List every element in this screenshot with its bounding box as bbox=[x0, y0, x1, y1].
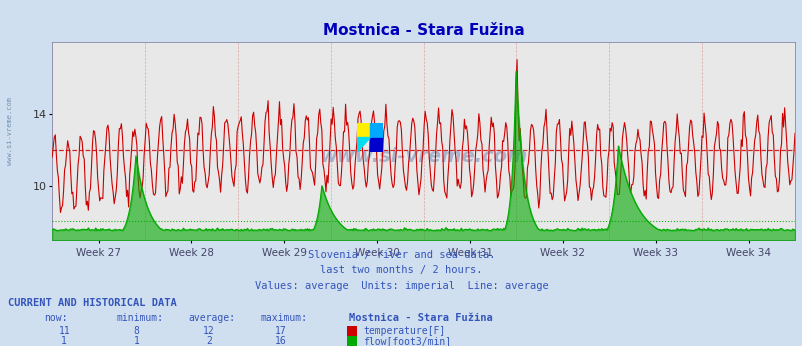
Text: temperature[F]: temperature[F] bbox=[363, 326, 444, 336]
Text: Slovenia / river and sea data.: Slovenia / river and sea data. bbox=[307, 250, 495, 260]
Text: 8: 8 bbox=[133, 326, 140, 336]
Text: 16: 16 bbox=[275, 336, 286, 346]
Text: minimum:: minimum: bbox=[116, 313, 164, 323]
Text: 11: 11 bbox=[59, 326, 70, 336]
Text: Values: average  Units: imperial  Line: average: Values: average Units: imperial Line: av… bbox=[254, 281, 548, 291]
Title: Mostnica - Stara Fužina: Mostnica - Stara Fužina bbox=[322, 22, 524, 38]
Text: 12: 12 bbox=[203, 326, 214, 336]
Text: www.si-vreme.com: www.si-vreme.com bbox=[6, 98, 13, 165]
Bar bbox=[357, 123, 370, 137]
Text: 17: 17 bbox=[275, 326, 286, 336]
Text: average:: average: bbox=[188, 313, 236, 323]
Text: 1: 1 bbox=[133, 336, 140, 346]
Text: www.si-vreme.com: www.si-vreme.com bbox=[319, 147, 527, 166]
Text: flow[foot3/min]: flow[foot3/min] bbox=[363, 336, 451, 346]
Text: 1: 1 bbox=[61, 336, 67, 346]
Text: now:: now: bbox=[44, 313, 67, 323]
Polygon shape bbox=[357, 137, 370, 152]
Text: maximum:: maximum: bbox=[261, 313, 308, 323]
Bar bbox=[370, 123, 383, 137]
Bar bbox=[370, 137, 383, 152]
Text: 2: 2 bbox=[205, 336, 212, 346]
Text: last two months / 2 hours.: last two months / 2 hours. bbox=[320, 265, 482, 275]
Text: Mostnica - Stara Fužina: Mostnica - Stara Fužina bbox=[349, 313, 492, 323]
Text: CURRENT AND HISTORICAL DATA: CURRENT AND HISTORICAL DATA bbox=[8, 298, 176, 308]
